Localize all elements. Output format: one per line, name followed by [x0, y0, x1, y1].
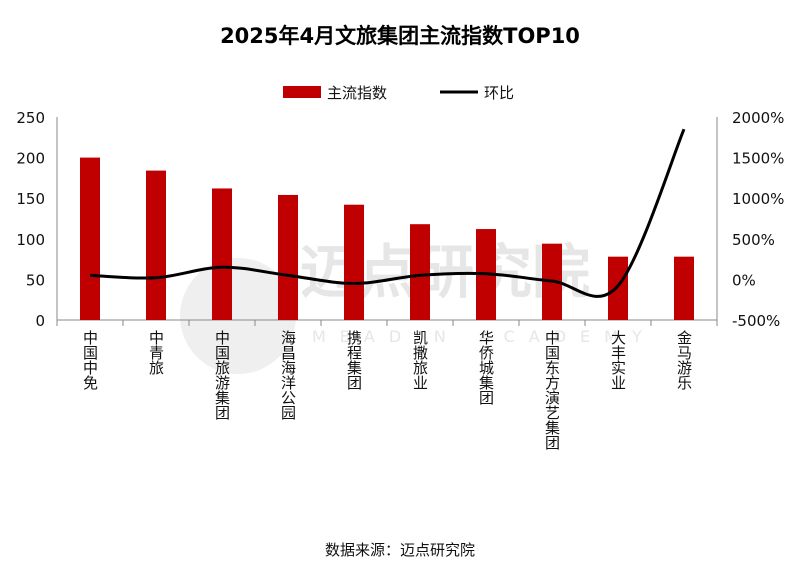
y-left-tick-label: 150 [16, 190, 45, 208]
y-right-tick-label: 2000% [732, 109, 784, 127]
bar [410, 224, 430, 320]
x-category-label: 中国旅游集团 [213, 330, 231, 420]
x-category-label: 华侨城集团 [477, 330, 495, 405]
x-category-label: 携程集团 [345, 330, 363, 390]
y-right-tick-label: -500% [732, 312, 780, 330]
x-category-label: 中国中免 [81, 330, 99, 390]
x-category-label: 中青旅 [147, 330, 165, 376]
right-axis: -500% 0% 500% 1000% 1500% 2000% [716, 109, 784, 330]
watermark-logo [180, 258, 296, 374]
y-left-tick-label: 200 [16, 150, 45, 168]
line-series [89, 128, 686, 298]
x-category-label: 金马游乐 [675, 330, 693, 390]
y-right-tick-label: 500% [732, 231, 775, 249]
y-right-tick-label: 1500% [732, 150, 784, 168]
bar [608, 256, 628, 320]
left-axis: 0 50 100 150 200 250 [16, 109, 58, 330]
y-left-tick-label: 0 [35, 312, 45, 330]
source-note: 数据来源：迈点研究院 [325, 541, 475, 559]
watermark-subtext: MEADIN ACADEMY [312, 327, 656, 346]
x-category-label: 中国东方演艺集团 [543, 330, 561, 450]
y-right-tick-label: 1000% [732, 190, 784, 208]
y-left-tick-label: 50 [26, 271, 45, 289]
legend-label-line: 环比 [484, 84, 514, 102]
chart-title: 2025年4月文旅集团主流指数TOP10 [220, 24, 580, 48]
legend-label-bar: 主流指数 [327, 84, 387, 102]
bar [80, 157, 100, 320]
bar [674, 256, 694, 320]
x-category-label: 海昌海洋公园 [279, 330, 297, 420]
x-category-label: 大丰实业 [609, 330, 627, 390]
y-left-tick-label: 250 [16, 109, 45, 127]
y-right-tick-label: 0% [732, 271, 756, 289]
bar-series [80, 157, 694, 320]
bar [146, 170, 166, 320]
legend: 主流指数 环比 [283, 84, 514, 102]
y-left-tick-label: 100 [16, 231, 45, 249]
legend-swatch-bar [283, 86, 321, 98]
bar [278, 194, 298, 320]
bar [212, 188, 232, 320]
x-category-label: 凯撒旅业 [411, 330, 429, 390]
line-path [89, 128, 686, 298]
x-axis: 中国中免 中青旅 中国旅游集团 海昌海洋公园 携程集团 凯撒旅业 华侨城集团 中国东方演艺集团… [56, 319, 718, 450]
bar [344, 204, 364, 320]
